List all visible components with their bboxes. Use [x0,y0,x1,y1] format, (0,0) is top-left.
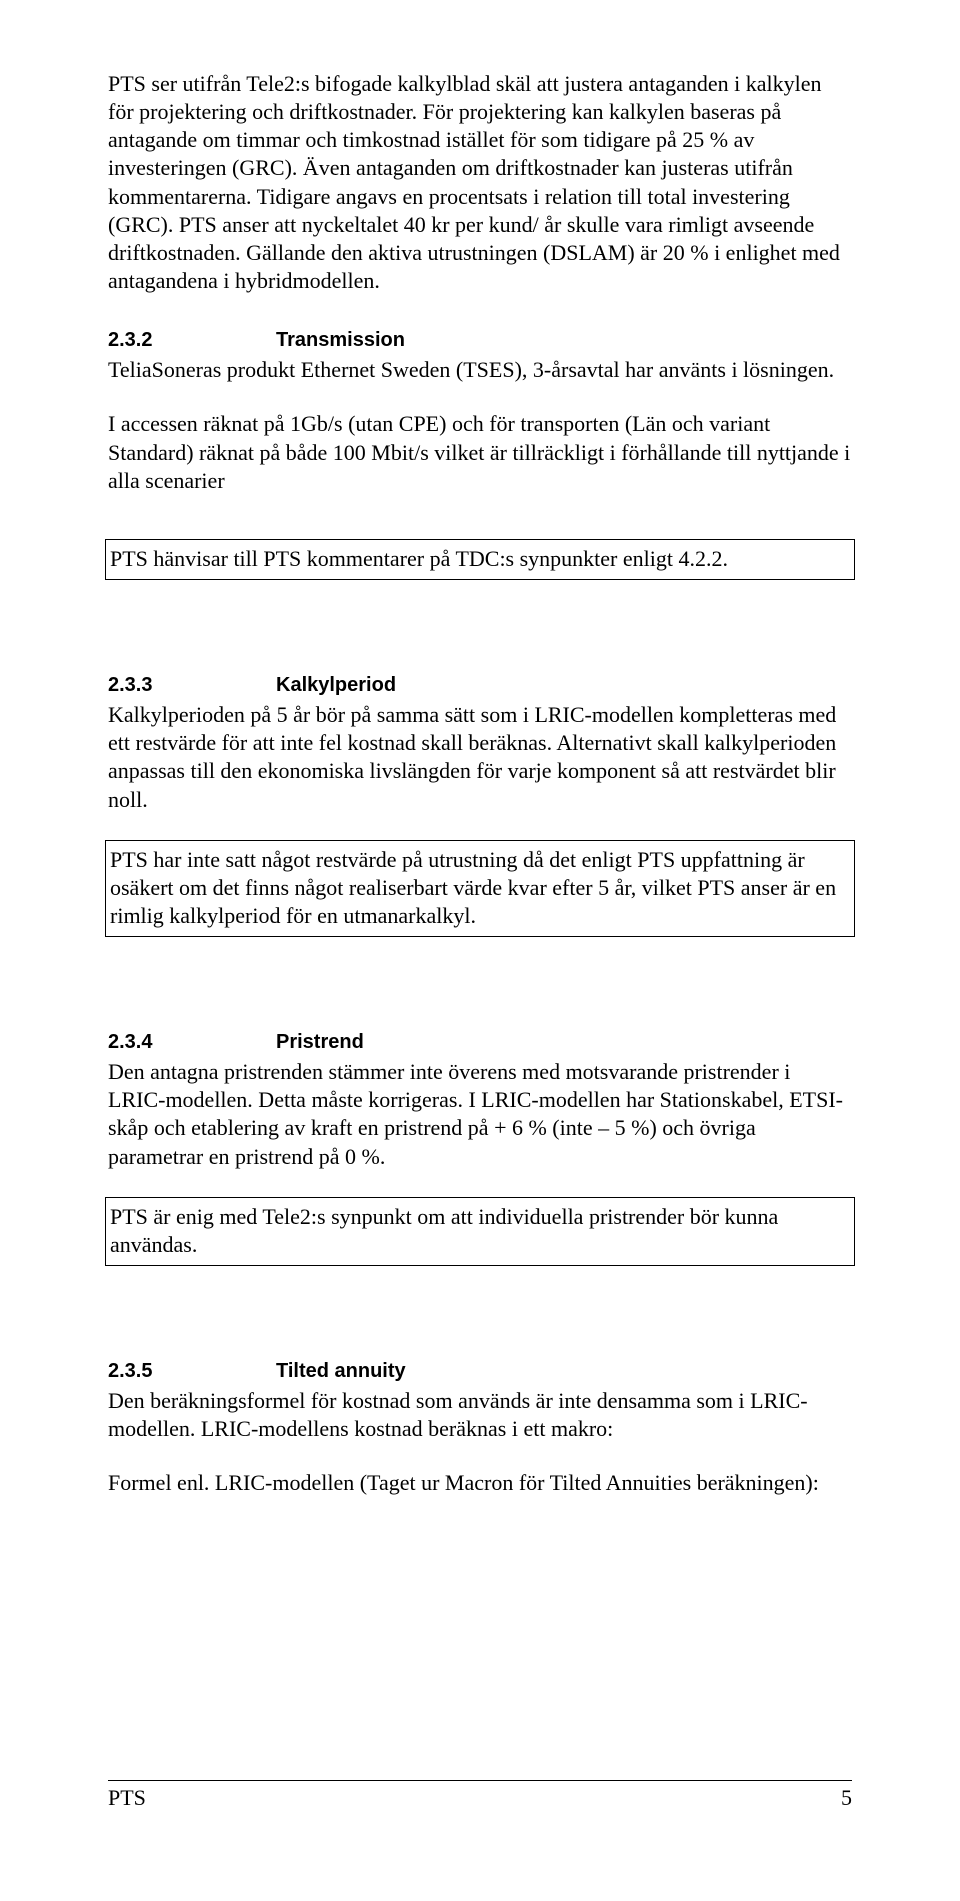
sec-num: 2.3.5 [108,1360,276,1383]
pts-response-box-234: PTS är enig med Tele2:s synpunkt om att … [105,1197,855,1266]
box-text: PTS är enig med Tele2:s synpunkt om att … [110,1203,850,1259]
para-235a: Den beräkningsformel för kostnad som anv… [108,1387,852,1443]
footer-page-number: 5 [841,1785,852,1811]
box-text: PTS hänvisar till PTS kommentarer på TDC… [110,545,850,573]
para-intro: PTS ser utifrån Tele2:s bifogade kalkylb… [108,70,852,295]
heading-2-3-4: 2.3.4 Pristrend [108,1031,852,1054]
page: PTS ser utifrån Tele2:s bifogade kalkylb… [0,0,960,1901]
sec-title: Pristrend [276,1031,364,1054]
heading-2-3-2: 2.3.2 Transmission [108,329,852,352]
sec-num: 2.3.4 [108,1031,276,1054]
para-234: Den antagna pristrenden stämmer inte öve… [108,1058,852,1171]
box-text: PTS har inte satt något restvärde på utr… [110,846,850,930]
para-235b: Formel enl. LRIC-modellen (Taget ur Macr… [108,1469,852,1497]
page-footer: PTS 5 [108,1780,852,1811]
heading-2-3-3: 2.3.3 Kalkylperiod [108,674,852,697]
sec-title: Tilted annuity [276,1360,406,1383]
pts-response-box-233: PTS har inte satt något restvärde på utr… [105,840,855,937]
pts-response-box-232: PTS hänvisar till PTS kommentarer på TDC… [105,539,855,580]
heading-2-3-5: 2.3.5 Tilted annuity [108,1360,852,1383]
para-232a: TeliaSoneras produkt Ethernet Sweden (TS… [108,356,852,384]
sec-num: 2.3.3 [108,674,276,697]
sec-title: Kalkylperiod [276,674,396,697]
para-233: Kalkylperioden på 5 år bör på samma sätt… [108,701,852,814]
sec-title: Transmission [276,329,405,352]
footer-left: PTS [108,1785,146,1811]
para-232b: I accessen räknat på 1Gb/s (utan CPE) oc… [108,410,852,494]
sec-num: 2.3.2 [108,329,276,352]
